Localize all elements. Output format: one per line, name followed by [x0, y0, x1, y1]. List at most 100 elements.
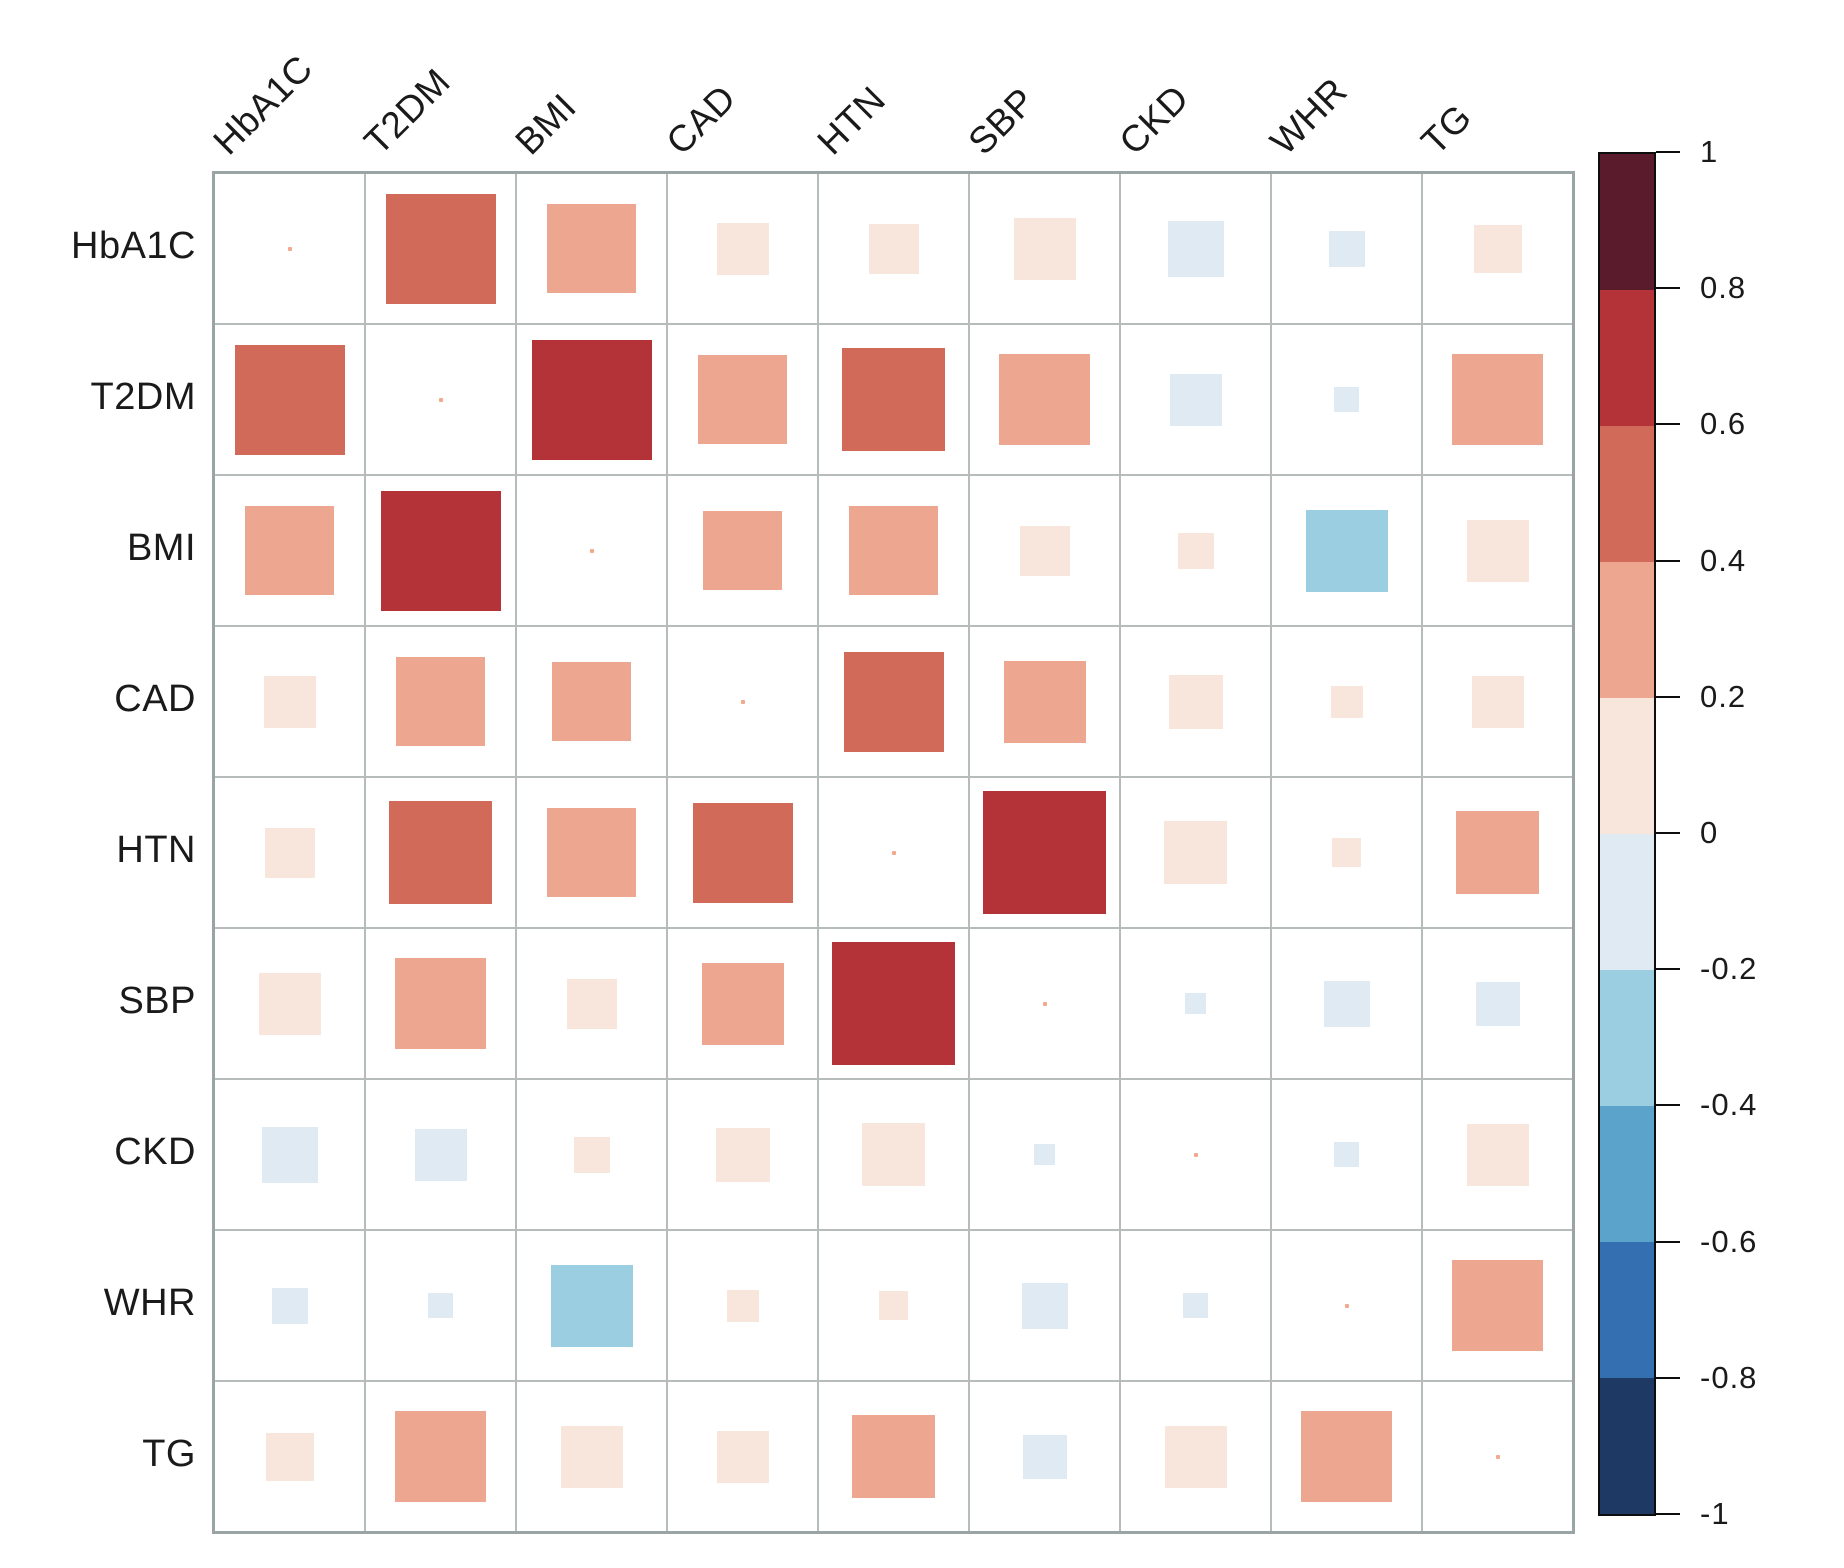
correlation-matrix — [212, 171, 1575, 1534]
correlation-square — [547, 808, 636, 897]
colorbar-tick — [1656, 560, 1680, 562]
correlation-square — [716, 222, 769, 275]
matrix-cell-CKD-TG — [1423, 1080, 1572, 1229]
colorbar-segment-5 — [1600, 834, 1654, 970]
matrix-cell-SBP-SBP — [970, 929, 1119, 1078]
matrix-cell-SBP-T2DM — [366, 929, 515, 1078]
colorbar-tick — [1656, 1241, 1680, 1243]
colorbar-tick-label--1: -1 — [1700, 1496, 1730, 1531]
correlation-square — [879, 1291, 908, 1320]
matrix-cell-T2DM-CAD — [668, 325, 817, 474]
colorbar-tick-label--0.4: -0.4 — [1700, 1087, 1758, 1122]
column-label-CKD: CKD — [1111, 77, 1197, 163]
matrix-cell-CKD-BMI — [517, 1080, 666, 1229]
correlation-square — [1301, 1411, 1392, 1502]
matrix-cell-SBP-HTN — [819, 929, 968, 1078]
matrix-cell-CKD-T2DM — [366, 1080, 515, 1229]
colorbar-tick — [1656, 968, 1680, 970]
matrix-cell-BMI-HbA1C — [215, 476, 364, 625]
diagonal-marker — [740, 699, 745, 704]
matrix-cell-CKD-HTN — [819, 1080, 968, 1229]
matrix-cell-WHR-BMI — [517, 1231, 666, 1380]
correlation-square — [703, 511, 782, 590]
matrix-cell-CKD-SBP — [970, 1080, 1119, 1229]
correlation-square — [245, 506, 334, 595]
correlation-square — [1332, 838, 1361, 867]
matrix-cell-TG-CAD — [668, 1382, 817, 1531]
matrix-cell-CAD-BMI — [517, 627, 666, 776]
matrix-cell-TG-WHR — [1272, 1382, 1421, 1531]
colorbar-tick — [1656, 1377, 1680, 1379]
matrix-cell-CAD-CAD — [668, 627, 817, 776]
colorbar-tick-label-0.4: 0.4 — [1700, 543, 1747, 578]
correlation-square — [1456, 811, 1539, 894]
colorbar-tick-label-0.6: 0.6 — [1700, 406, 1747, 441]
matrix-cell-T2DM-HTN — [819, 325, 968, 474]
matrix-cell-HbA1C-T2DM — [366, 174, 515, 323]
matrix-cell-HTN-T2DM — [366, 778, 515, 927]
correlation-square — [1022, 1434, 1067, 1479]
correlation-square — [1305, 509, 1388, 592]
matrix-cell-TG-SBP — [970, 1382, 1119, 1531]
matrix-cell-TG-HTN — [819, 1382, 968, 1531]
colorbar-segment-3 — [1600, 562, 1654, 698]
row-label-HTN: HTN — [116, 829, 196, 871]
matrix-cell-T2DM-BMI — [517, 325, 666, 474]
column-label-BMI: BMI — [507, 85, 584, 163]
colorbar-segment-7 — [1600, 1106, 1654, 1242]
column-label-HbA1C: HbA1C — [205, 47, 321, 163]
matrix-cell-SBP-TG — [1423, 929, 1572, 1078]
correlation-square — [1452, 1260, 1543, 1351]
matrix-cell-WHR-T2DM — [366, 1231, 515, 1380]
correlation-square — [852, 1415, 935, 1498]
matrix-cell-BMI-HTN — [819, 476, 968, 625]
row-label-BMI: BMI — [126, 527, 196, 569]
matrix-cell-SBP-CKD — [1121, 929, 1270, 1078]
matrix-cell-T2DM-TG — [1423, 325, 1572, 474]
correlation-square — [983, 791, 1106, 914]
correlation-square — [698, 355, 787, 444]
correlation-square — [1183, 1293, 1208, 1318]
matrix-cell-HbA1C-CAD — [668, 174, 817, 323]
colorbar-tick-label--0.2: -0.2 — [1700, 951, 1758, 986]
correlation-square — [550, 1264, 633, 1347]
matrix-cell-T2DM-T2DM — [366, 325, 515, 474]
matrix-cell-HbA1C-SBP — [970, 174, 1119, 323]
matrix-cell-HTN-CKD — [1121, 778, 1270, 927]
matrix-cell-WHR-HTN — [819, 1231, 968, 1380]
correlation-square — [1185, 993, 1206, 1014]
correlation-square — [261, 1126, 318, 1183]
correlation-square — [849, 506, 938, 595]
matrix-cell-WHR-WHR — [1272, 1231, 1421, 1380]
matrix-cell-CAD-SBP — [970, 627, 1119, 776]
matrix-cell-HTN-BMI — [517, 778, 666, 927]
colorbar-tick-label-1: 1 — [1700, 134, 1719, 169]
correlation-square — [573, 1136, 610, 1173]
correlation-square — [395, 1411, 486, 1502]
matrix-cell-CKD-HbA1C — [215, 1080, 364, 1229]
matrix-cell-SBP-BMI — [517, 929, 666, 1078]
matrix-cell-TG-T2DM — [366, 1382, 515, 1531]
column-label-CAD: CAD — [658, 77, 744, 163]
correlation-square — [389, 801, 492, 904]
matrix-cell-HbA1C-HbA1C — [215, 174, 364, 323]
matrix-cell-T2DM-SBP — [970, 325, 1119, 474]
colorbar-segment-0 — [1600, 154, 1654, 290]
matrix-cell-WHR-CAD — [668, 1231, 817, 1380]
correlation-square — [234, 344, 345, 455]
diagonal-marker — [589, 548, 594, 553]
matrix-cell-CAD-TG — [1423, 627, 1572, 776]
correlation-square — [1177, 532, 1214, 569]
correlation-square — [1452, 354, 1543, 445]
matrix-cell-HbA1C-BMI — [517, 174, 666, 323]
correlation-square — [842, 348, 945, 451]
matrix-cell-CKD-WHR — [1272, 1080, 1421, 1229]
diagonal-marker — [438, 397, 443, 402]
correlation-square — [531, 339, 652, 460]
correlation-square — [566, 978, 617, 1029]
matrix-cell-CAD-T2DM — [366, 627, 515, 776]
matrix-cell-SBP-WHR — [1272, 929, 1421, 1078]
correlation-square — [560, 1425, 623, 1488]
diagonal-marker — [891, 850, 896, 855]
